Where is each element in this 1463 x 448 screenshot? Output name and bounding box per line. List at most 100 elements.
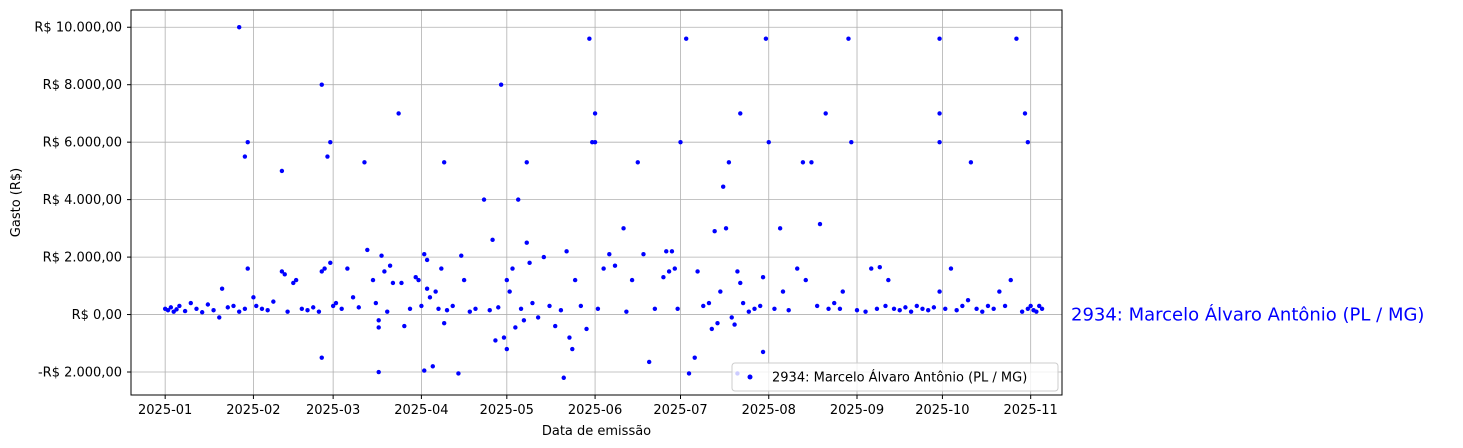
data-point bbox=[430, 364, 435, 369]
data-point bbox=[168, 305, 174, 310]
data-point bbox=[920, 306, 925, 312]
data-point bbox=[501, 335, 507, 340]
data-point bbox=[675, 306, 680, 312]
data-point bbox=[652, 306, 658, 312]
data-point bbox=[587, 36, 592, 41]
data-point bbox=[849, 139, 854, 145]
data-point bbox=[1039, 306, 1045, 312]
data-point bbox=[450, 303, 455, 309]
data-point bbox=[339, 306, 344, 312]
data-point bbox=[854, 308, 860, 313]
data-point bbox=[960, 303, 965, 309]
legend-label: 2934: Marcelo Álvaro Antônio (PL / MG) bbox=[772, 370, 1027, 386]
data-point bbox=[518, 306, 524, 312]
data-point bbox=[362, 160, 367, 165]
data-point bbox=[553, 323, 558, 329]
data-point bbox=[760, 275, 766, 280]
data-point bbox=[592, 111, 598, 116]
data-point bbox=[311, 305, 316, 310]
data-point bbox=[772, 306, 777, 312]
y-tick-label: R$ 2.000,00 bbox=[43, 251, 122, 266]
data-point bbox=[530, 300, 535, 306]
data-point bbox=[738, 111, 743, 116]
data-point bbox=[948, 266, 954, 271]
data-point bbox=[914, 303, 919, 309]
data-point bbox=[419, 303, 424, 309]
data-point bbox=[188, 300, 193, 306]
data-point bbox=[376, 369, 381, 375]
data-point bbox=[595, 306, 601, 312]
data-point bbox=[752, 306, 757, 312]
data-point bbox=[282, 272, 287, 277]
data-point bbox=[521, 318, 527, 323]
data-point bbox=[271, 299, 276, 304]
data-point bbox=[937, 36, 942, 41]
data-point bbox=[823, 111, 828, 116]
data-point bbox=[937, 111, 942, 116]
data-point bbox=[439, 266, 444, 271]
x-tick-label: 2025-11 bbox=[1004, 403, 1058, 418]
x-tick-label: 2025-10 bbox=[915, 403, 969, 418]
data-point bbox=[925, 308, 931, 313]
data-point bbox=[424, 286, 430, 291]
data-point bbox=[846, 36, 851, 41]
data-point bbox=[322, 266, 327, 271]
data-point bbox=[931, 305, 937, 310]
data-point bbox=[883, 303, 888, 309]
data-point bbox=[578, 303, 584, 309]
data-point bbox=[672, 266, 677, 271]
data-point bbox=[869, 266, 874, 271]
data-point bbox=[1019, 309, 1025, 314]
data-point bbox=[510, 266, 515, 271]
x-tick-label: 2025-01 bbox=[138, 403, 192, 418]
data-point bbox=[413, 275, 418, 280]
data-point bbox=[385, 309, 390, 314]
data-point bbox=[1014, 36, 1019, 41]
data-point bbox=[826, 306, 831, 312]
data-point bbox=[325, 154, 330, 159]
y-tick-label: R$ 6.000,00 bbox=[43, 136, 122, 151]
data-point bbox=[666, 269, 672, 274]
x-tick-label: 2025-09 bbox=[830, 403, 884, 418]
data-point bbox=[837, 306, 843, 312]
data-point bbox=[407, 306, 413, 312]
data-point bbox=[387, 263, 393, 268]
series-side-label: 2934: Marcelo Álvaro Antônio (PL / MG) bbox=[1071, 304, 1424, 326]
data-point bbox=[968, 160, 974, 165]
data-point bbox=[225, 305, 231, 310]
data-point bbox=[279, 269, 285, 274]
data-point bbox=[1034, 309, 1039, 314]
data-point bbox=[319, 82, 324, 87]
data-point bbox=[177, 303, 182, 309]
data-point bbox=[718, 289, 723, 294]
data-point bbox=[758, 303, 763, 309]
data-point bbox=[997, 289, 1002, 294]
data-point bbox=[251, 295, 256, 300]
data-point bbox=[399, 280, 404, 286]
data-point bbox=[709, 326, 715, 332]
data-point bbox=[524, 160, 529, 165]
data-point bbox=[467, 309, 473, 314]
data-point bbox=[943, 306, 948, 312]
data-point bbox=[422, 252, 427, 257]
legend-box bbox=[731, 362, 1059, 392]
data-point bbox=[991, 306, 996, 312]
data-point bbox=[285, 309, 290, 314]
data-point bbox=[328, 260, 333, 266]
data-point bbox=[1025, 306, 1031, 312]
x-tick-label: 2025-02 bbox=[226, 403, 280, 418]
data-point bbox=[1025, 139, 1031, 145]
data-point bbox=[723, 226, 729, 231]
y-tick-label: R$ 0,00 bbox=[72, 308, 122, 323]
data-point bbox=[686, 371, 692, 376]
x-tick-label: 2025-06 bbox=[568, 403, 622, 418]
data-point bbox=[291, 280, 296, 286]
data-point bbox=[182, 308, 188, 314]
data-point bbox=[427, 295, 433, 300]
data-point bbox=[763, 36, 769, 41]
data-point bbox=[809, 160, 814, 165]
data-point bbox=[572, 277, 578, 283]
data-point bbox=[564, 249, 569, 254]
legend: 2934: Marcelo Álvaro Antônio (PL / MG) bbox=[731, 362, 1059, 392]
data-point bbox=[504, 346, 510, 352]
